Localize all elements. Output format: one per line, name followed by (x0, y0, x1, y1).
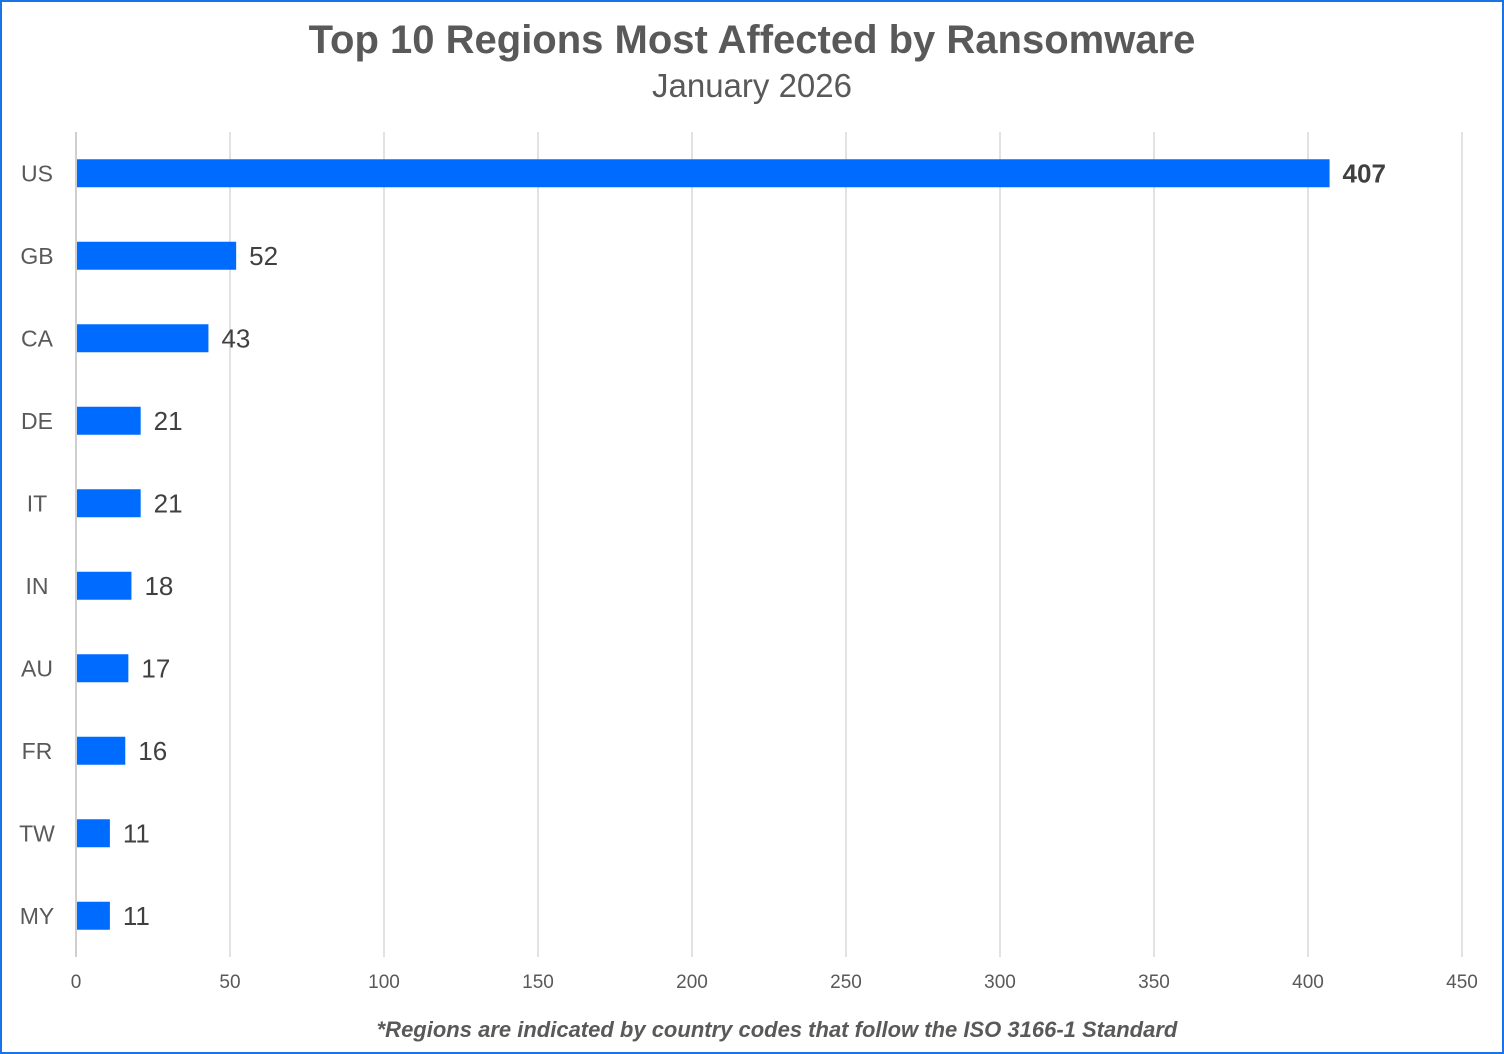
x-tick-label: 400 (1292, 972, 1324, 993)
category-label: US (21, 160, 53, 186)
x-tick-label: 200 (676, 972, 708, 993)
category-label: AU (21, 655, 53, 681)
bar-us (77, 159, 1330, 188)
category-label: MY (20, 903, 55, 929)
category-label: IT (27, 490, 47, 516)
chart-subtitle: January 2026 (652, 67, 852, 104)
x-tick-label: 50 (219, 972, 240, 993)
x-tick-label: 150 (522, 972, 554, 993)
x-tick-label: 100 (368, 972, 400, 993)
bar-gb (77, 241, 237, 270)
value-label: 11 (123, 818, 150, 848)
value-label: 21 (154, 488, 183, 518)
value-label: 11 (123, 901, 150, 931)
bar-my (77, 901, 110, 930)
category-label: IN (26, 573, 49, 599)
x-tick-label: 250 (830, 972, 862, 993)
x-tick-label: 350 (1138, 972, 1170, 993)
x-tick-label: 300 (984, 972, 1016, 993)
x-tick-labels: 0 50 100 150 200 250 300 350 400 450 (71, 972, 1478, 993)
bars (77, 159, 1330, 930)
bar-it (77, 489, 141, 518)
value-label: 21 (154, 406, 183, 436)
category-label: FR (22, 738, 53, 764)
bar-ca (77, 324, 209, 353)
category-label: DE (21, 408, 53, 434)
bar-au (77, 654, 129, 683)
bar-fr (77, 736, 126, 765)
value-label: 16 (138, 736, 167, 766)
bar-in (77, 571, 132, 600)
chart-title: Top 10 Regions Most Affected by Ransomwa… (308, 18, 1196, 62)
value-labels: 407 52 43 21 21 18 17 16 11 11 (123, 158, 1386, 931)
bar-tw (77, 819, 110, 848)
category-label: TW (19, 820, 55, 846)
x-tick-label: 0 (71, 972, 82, 993)
category-label: CA (21, 325, 54, 351)
value-label: 43 (221, 323, 250, 353)
value-label: 407 (1343, 158, 1386, 188)
value-label: 18 (144, 571, 173, 601)
category-label: GB (20, 243, 53, 269)
category-labels: US GB CA DE IT IN AU FR TW MY (19, 160, 55, 929)
bar-de (77, 406, 141, 435)
value-label: 17 (141, 653, 170, 683)
value-label: 52 (249, 241, 278, 271)
chart-footnote: *Regions are indicated by country codes … (376, 1017, 1178, 1042)
gridlines (75, 132, 1463, 957)
x-tick-label: 450 (1446, 972, 1478, 993)
